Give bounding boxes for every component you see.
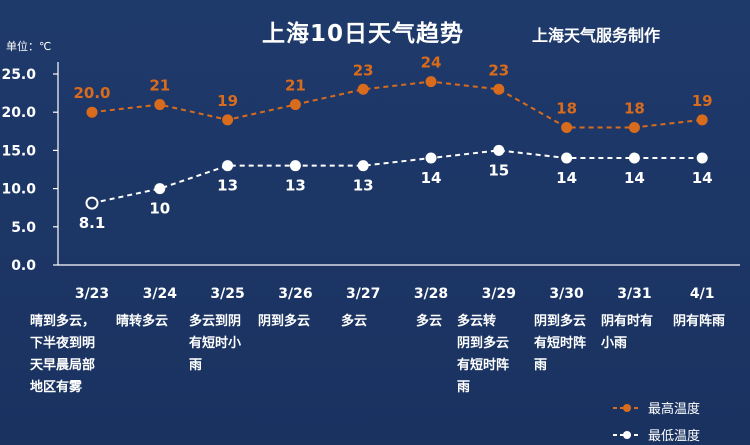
data-label-low-6: 15 xyxy=(488,161,509,179)
legend-high: 最高温度 xyxy=(612,398,700,417)
data-label-low-9: 14 xyxy=(692,169,713,187)
weather-desc-9: 阴有阵雨 xyxy=(673,314,726,329)
point-low-5 xyxy=(425,152,437,164)
point-low-7 xyxy=(561,152,573,164)
point-low-9 xyxy=(696,152,708,164)
data-label-high-2: 19 xyxy=(217,92,238,110)
legend-low-marker xyxy=(613,430,641,439)
y-tick-label-1: 5.0 xyxy=(11,220,36,236)
data-label-low-0: 8.1 xyxy=(79,214,106,232)
legend-high-marker xyxy=(613,403,641,412)
point-low-1 xyxy=(154,183,166,195)
x-tick-label-6: 3/29 xyxy=(482,286,516,302)
x-tick-label-3: 3/26 xyxy=(278,286,312,302)
legend-low: 最低温度 xyxy=(612,425,700,444)
y-tick-label-3: 15.0 xyxy=(1,143,36,159)
data-label-low-3: 13 xyxy=(285,177,306,195)
data-label-high-3: 21 xyxy=(285,77,306,95)
point-high-7 xyxy=(561,121,573,133)
point-high-1 xyxy=(154,99,166,111)
point-high-8 xyxy=(628,121,640,133)
legend-high-label: 最高温度 xyxy=(648,402,701,417)
data-label-high-6: 23 xyxy=(488,61,509,79)
credit-label: 上海天气服务制作 xyxy=(532,26,661,45)
point-high-6 xyxy=(493,83,505,95)
weather-desc-2: 多云到阴 有短时小 雨 xyxy=(189,314,242,373)
point-high-3 xyxy=(289,99,301,111)
chart-title: 上海10日天气趋势 xyxy=(262,21,465,47)
data-label-low-2: 13 xyxy=(217,177,238,195)
data-label-high-1: 21 xyxy=(149,77,170,95)
y-tick-label-0: 0.0 xyxy=(11,258,36,274)
x-tick-label-8: 3/31 xyxy=(617,286,651,302)
series-low-line xyxy=(91,149,703,205)
x-tick-label-1: 3/24 xyxy=(143,286,178,302)
x-tick-label-4: 3/27 xyxy=(346,286,380,302)
weather-desc-5: 多云 xyxy=(416,314,443,329)
point-low-8 xyxy=(628,152,640,164)
x-tick-label-5: 3/28 xyxy=(414,286,448,302)
weather-desc-1: 晴转多云 xyxy=(116,314,169,329)
weather-desc-7: 阴到多云 有短时阵 雨 xyxy=(534,314,587,373)
data-label-low-1: 10 xyxy=(149,200,170,218)
unit-label: 单位：℃ xyxy=(6,40,52,53)
data-label-low-4: 13 xyxy=(353,177,374,195)
weather-desc-4: 多云 xyxy=(341,314,368,329)
data-label-high-5: 24 xyxy=(421,54,442,72)
point-low-6 xyxy=(493,144,505,156)
data-label-low-5: 14 xyxy=(421,169,442,187)
point-low-4 xyxy=(357,160,369,172)
data-label-low-8: 14 xyxy=(624,169,645,187)
x-tick-label-0: 3/23 xyxy=(75,286,109,302)
data-label-high-9: 19 xyxy=(692,92,713,110)
point-high-0 xyxy=(86,106,98,118)
weather-desc-0: 晴到多云， 下半夜到明 天早晨局部 地区有雾 xyxy=(30,314,96,395)
x-tick-label-9: 4/1 xyxy=(690,286,715,302)
data-label-high-4: 23 xyxy=(353,61,374,79)
weather-desc-6: 多云转 阴到多云 有短时阵 雨 xyxy=(457,314,510,395)
x-tick-label-7: 3/30 xyxy=(549,286,584,302)
data-label-high-0: 20.0 xyxy=(73,84,110,102)
point-low-3 xyxy=(289,160,301,172)
data-label-low-7: 14 xyxy=(556,169,577,187)
point-low-0 xyxy=(85,196,99,210)
series-high-line xyxy=(91,80,703,129)
point-high-9 xyxy=(696,114,708,126)
y-tick-label-4: 20.0 xyxy=(1,105,36,121)
y-tick-label-2: 10.0 xyxy=(1,182,36,198)
weather-desc-3: 阴到多云 xyxy=(258,314,311,329)
x-tick-label-2: 3/25 xyxy=(210,286,244,302)
point-high-4 xyxy=(357,83,369,95)
point-low-2 xyxy=(222,160,234,172)
weather-desc-8: 阴有时有 小雨 xyxy=(601,314,654,351)
point-high-5 xyxy=(425,76,437,88)
point-high-2 xyxy=(222,114,234,126)
data-label-high-8: 18 xyxy=(624,99,645,117)
data-label-high-7: 18 xyxy=(556,99,577,117)
legend-low-label: 最低温度 xyxy=(648,429,701,444)
y-tick-label-5: 25.0 xyxy=(1,67,36,83)
